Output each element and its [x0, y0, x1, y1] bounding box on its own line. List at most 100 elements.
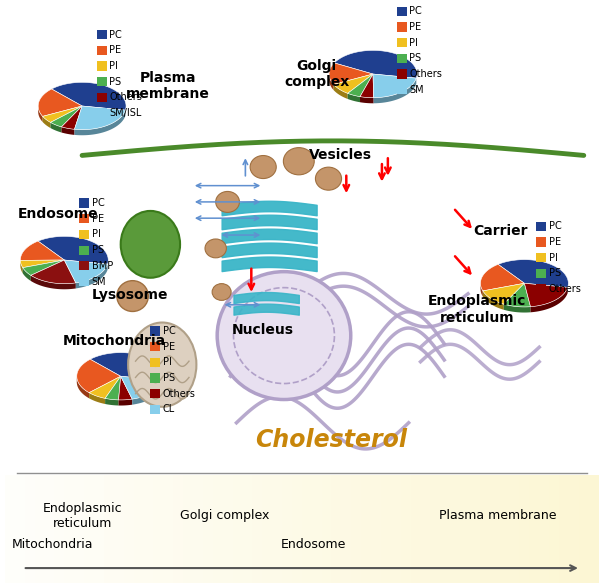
- Text: SM: SM: [92, 277, 106, 287]
- Bar: [203, 475, 213, 583]
- Text: SM: SM: [409, 85, 424, 95]
- Text: Golgi complex: Golgi complex: [180, 509, 269, 522]
- Bar: [64, 475, 74, 583]
- Bar: [272, 475, 282, 583]
- Polygon shape: [89, 376, 121, 398]
- Bar: [193, 475, 203, 583]
- Text: PI: PI: [409, 37, 418, 48]
- Bar: [549, 475, 559, 583]
- Bar: [84, 475, 94, 583]
- Polygon shape: [31, 276, 76, 289]
- Polygon shape: [61, 127, 74, 135]
- Text: Golgi
complex: Golgi complex: [284, 59, 349, 89]
- Polygon shape: [504, 283, 530, 307]
- Bar: [5, 475, 15, 583]
- Polygon shape: [105, 398, 119, 405]
- Bar: [311, 475, 322, 583]
- Ellipse shape: [316, 167, 341, 190]
- Bar: [292, 475, 302, 583]
- Polygon shape: [52, 82, 126, 110]
- Ellipse shape: [205, 239, 226, 258]
- Text: PC: PC: [109, 30, 122, 40]
- Text: PI: PI: [163, 357, 172, 367]
- Text: PI: PI: [92, 230, 100, 239]
- Bar: [397, 22, 407, 32]
- Bar: [213, 475, 223, 583]
- Text: PC: PC: [549, 221, 562, 231]
- Bar: [391, 475, 401, 583]
- Text: PE: PE: [163, 342, 175, 352]
- Polygon shape: [374, 78, 416, 103]
- Bar: [410, 475, 421, 583]
- Bar: [421, 475, 430, 583]
- Bar: [539, 475, 549, 583]
- Text: PS: PS: [549, 269, 561, 279]
- Polygon shape: [74, 106, 125, 130]
- Polygon shape: [334, 50, 417, 78]
- Polygon shape: [105, 376, 121, 400]
- Text: Nucleus: Nucleus: [232, 323, 294, 337]
- Text: Endoplasmic
reticulum: Endoplasmic reticulum: [428, 294, 526, 325]
- Bar: [97, 93, 107, 102]
- Bar: [529, 475, 539, 583]
- Text: Plasma
membrane: Plasma membrane: [126, 71, 210, 101]
- Polygon shape: [132, 380, 164, 405]
- Text: Carrier: Carrier: [473, 224, 528, 238]
- Text: BMP: BMP: [92, 261, 113, 271]
- Polygon shape: [64, 260, 107, 283]
- Bar: [500, 475, 509, 583]
- Polygon shape: [452, 248, 478, 259]
- Bar: [430, 475, 440, 583]
- Polygon shape: [77, 359, 121, 392]
- Polygon shape: [373, 74, 416, 98]
- Bar: [536, 269, 547, 278]
- Bar: [589, 475, 599, 583]
- Bar: [460, 475, 470, 583]
- Text: Mitochondria: Mitochondria: [11, 538, 93, 551]
- Bar: [79, 245, 89, 255]
- Bar: [397, 38, 407, 47]
- Polygon shape: [360, 74, 374, 98]
- Polygon shape: [347, 93, 360, 102]
- Ellipse shape: [121, 211, 180, 278]
- Bar: [151, 326, 160, 336]
- Polygon shape: [76, 264, 107, 288]
- Polygon shape: [89, 392, 105, 404]
- Polygon shape: [329, 63, 373, 85]
- Ellipse shape: [215, 192, 239, 213]
- Text: Others: Others: [109, 92, 142, 102]
- Text: PI: PI: [109, 61, 118, 71]
- Polygon shape: [50, 123, 61, 133]
- Text: Others: Others: [409, 69, 442, 79]
- Bar: [480, 475, 490, 583]
- Polygon shape: [329, 74, 334, 90]
- Bar: [97, 46, 107, 55]
- Text: CL: CL: [163, 404, 175, 415]
- Text: PE: PE: [92, 214, 104, 224]
- Text: SM/ISL: SM/ISL: [109, 108, 142, 118]
- Bar: [536, 237, 547, 246]
- Bar: [134, 475, 143, 583]
- Bar: [79, 199, 89, 208]
- Ellipse shape: [117, 281, 148, 311]
- Polygon shape: [43, 116, 50, 128]
- Bar: [282, 475, 292, 583]
- Bar: [79, 277, 89, 286]
- Text: Endoplasmic
reticulum: Endoplasmic reticulum: [43, 502, 122, 530]
- Polygon shape: [530, 287, 568, 312]
- Polygon shape: [481, 265, 524, 291]
- Polygon shape: [191, 294, 217, 305]
- Bar: [536, 253, 547, 262]
- Polygon shape: [334, 74, 373, 93]
- Bar: [262, 475, 272, 583]
- Bar: [151, 342, 160, 352]
- Bar: [173, 475, 183, 583]
- Text: Others: Others: [163, 389, 196, 399]
- Polygon shape: [90, 353, 164, 380]
- Text: Cholesterol: Cholesterol: [256, 428, 407, 452]
- Text: Vesicles: Vesicles: [309, 148, 372, 162]
- Bar: [397, 85, 407, 95]
- Bar: [351, 475, 361, 583]
- Bar: [94, 475, 104, 583]
- Bar: [401, 475, 410, 583]
